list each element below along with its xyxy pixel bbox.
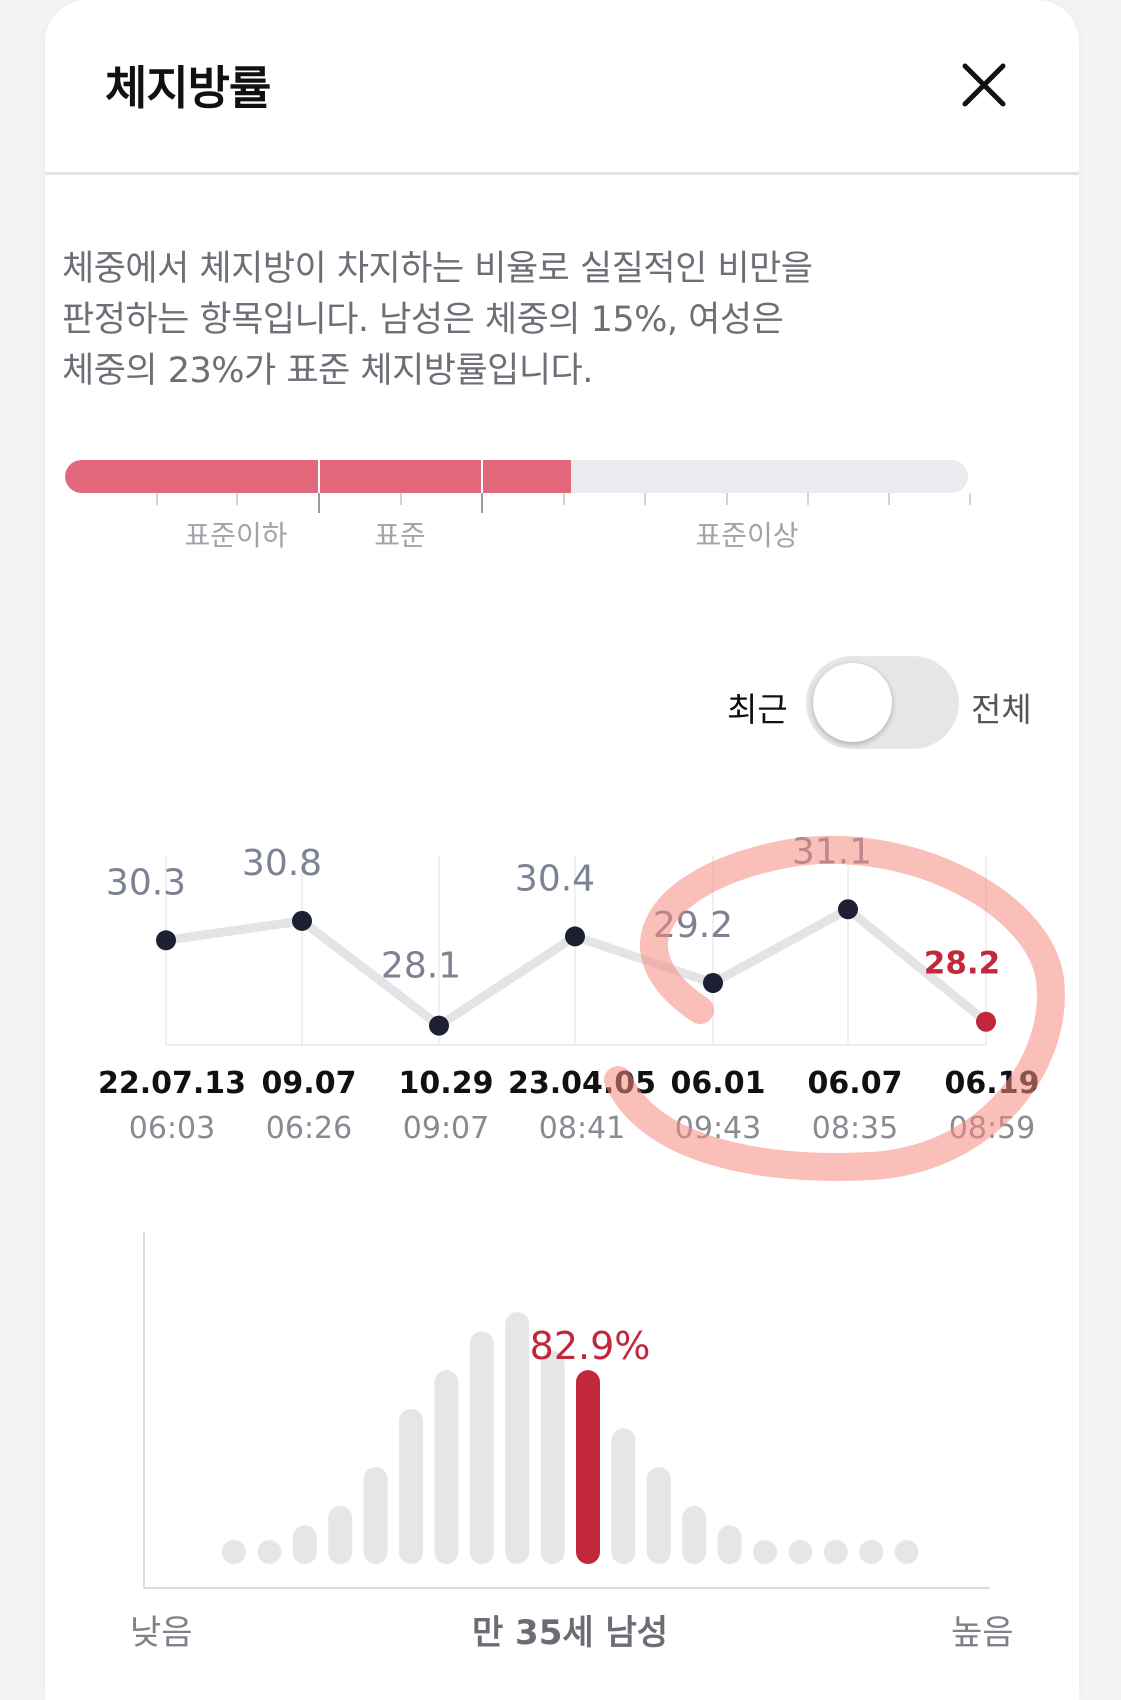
gauge-divider	[318, 460, 320, 493]
data-value-label: 28.2	[924, 946, 1001, 982]
data-point	[838, 899, 858, 920]
distribution-bar	[646, 1467, 671, 1564]
distribution-bar	[753, 1540, 777, 1564]
data-point	[976, 1011, 996, 1032]
distribution-bar	[540, 1350, 565, 1564]
gauge-tick	[481, 493, 483, 513]
toggle-label-recent[interactable]: 최근	[727, 690, 788, 729]
gauge-tick	[644, 493, 646, 505]
distribution-bar	[399, 1408, 423, 1564]
distribution-bar	[469, 1331, 494, 1564]
gauge-tick	[400, 493, 402, 505]
distribution-bar	[363, 1467, 388, 1564]
percentile-label: 82.9%	[529, 1324, 651, 1368]
data-value-label: 30.3	[106, 862, 186, 903]
distribution-bar	[859, 1540, 884, 1564]
data-value-label: 30.4	[515, 858, 595, 899]
gauge-fill	[65, 460, 571, 493]
dist-low-label: 낮음	[130, 1613, 193, 1653]
distribution-bar	[434, 1370, 459, 1564]
data-point	[565, 926, 585, 947]
x-date-label: 06.07	[808, 1066, 903, 1101]
fat-gauge-bar	[65, 460, 968, 493]
gauge-tick	[969, 493, 971, 505]
distribution-bar	[788, 1540, 813, 1564]
gauge-tick	[236, 493, 238, 505]
page-title: 체지방률	[105, 61, 271, 115]
distribution-bar	[682, 1505, 707, 1564]
data-point	[703, 972, 723, 993]
distribution-bar	[894, 1540, 919, 1564]
gauge-label-above: 표준이상	[695, 519, 799, 552]
x-time-label: 06:26	[266, 1111, 352, 1146]
description-line: 판정하는 항목입니다. 남성은 체중의 15%, 여성은	[62, 300, 784, 340]
distribution-bar	[717, 1525, 742, 1564]
data-value-label: 30.8	[242, 843, 322, 884]
annotation-circle	[604, 835, 1065, 1181]
distribution-bar	[823, 1540, 848, 1564]
data-point	[429, 1015, 449, 1036]
dist-group-label: 만 35세 남성	[471, 1613, 669, 1653]
dist-high-label: 높음	[951, 1613, 1014, 1653]
x-date-label: 22.07.13	[98, 1066, 246, 1101]
sheet-header: 체지방률	[45, 0, 1079, 175]
x-time-label: 08:41	[539, 1111, 625, 1146]
gauge-label-below: 표준이하	[184, 519, 288, 552]
toggle-label-all[interactable]: 전체	[971, 690, 1032, 729]
data-point	[156, 930, 176, 951]
distribution-bar	[292, 1525, 317, 1564]
description-text: 체중에서 체지방이 차지하는 비율로 실질적인 비만을 판정하는 항목입니다. …	[62, 244, 982, 397]
close-button[interactable]	[957, 58, 1011, 112]
gauge-tick	[888, 493, 890, 505]
gauge-tick	[726, 493, 728, 505]
gauge-tick	[563, 493, 565, 505]
period-toggle[interactable]	[806, 656, 959, 749]
gauge-tick	[156, 493, 158, 505]
gauge-tick	[807, 493, 809, 505]
data-value-label: 28.1	[381, 946, 461, 987]
x-time-label: 06:03	[129, 1111, 215, 1146]
distribution-bar	[328, 1505, 353, 1564]
gauge-divider	[481, 460, 483, 493]
x-time-label: 08:35	[812, 1111, 898, 1146]
distribution-bar	[257, 1540, 282, 1564]
x-date-label: 10.29	[399, 1066, 494, 1101]
highlighted-bar	[576, 1370, 600, 1564]
gauge-tick	[318, 493, 320, 513]
close-icon	[962, 63, 1006, 107]
x-time-label: 09:07	[403, 1111, 489, 1146]
distribution-bar	[611, 1428, 636, 1564]
distribution-bar	[222, 1540, 246, 1564]
data-point	[292, 910, 312, 931]
description-line: 체중에서 체지방이 차지하는 비율로 실질적인 비만을	[62, 249, 813, 289]
toggle-knob	[813, 663, 892, 742]
distribution-bar	[505, 1312, 530, 1564]
gauge-label-standard: 표준	[374, 519, 426, 552]
x-date-label: 06.01	[671, 1066, 766, 1101]
x-date-label: 09.07	[262, 1066, 357, 1101]
description-line: 체중의 23%가 표준 체지방률입니다.	[62, 351, 593, 391]
